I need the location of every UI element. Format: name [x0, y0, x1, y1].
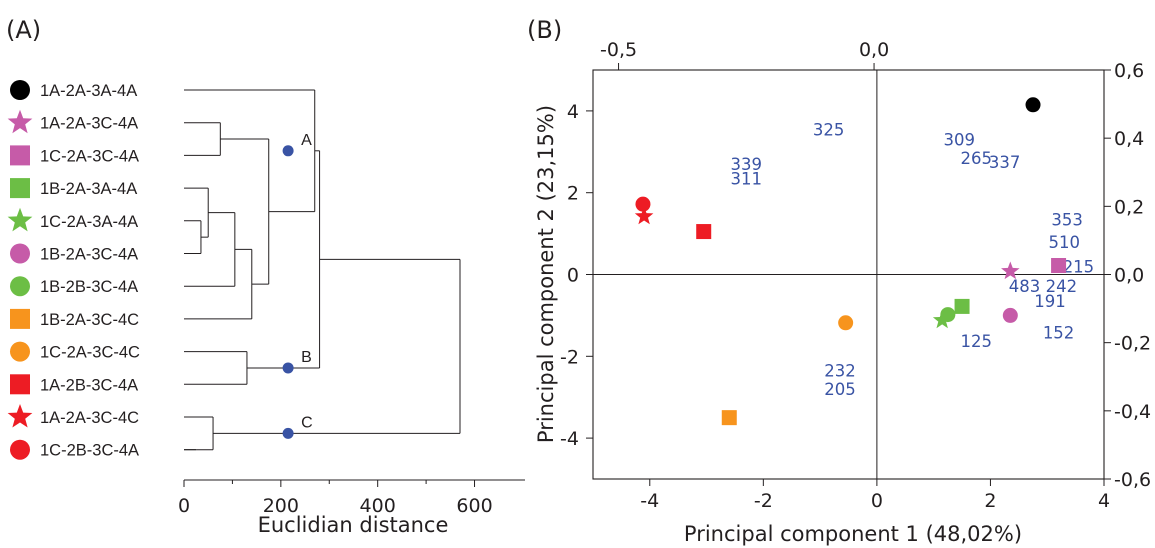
legend-marker-square [10, 178, 30, 199]
left-tick-label: -4 [560, 428, 579, 450]
legend-label: 1B-2A-3C-4C [40, 311, 139, 329]
loading-label: 325 [813, 120, 845, 139]
right-tick-label: 0,6 [1114, 60, 1144, 82]
bottom-tick-label: 4 [1098, 490, 1110, 512]
score-point-circle [940, 307, 956, 323]
cluster-marker [282, 362, 294, 374]
cluster-label: A [301, 132, 312, 149]
right-tick-label: 0,4 [1114, 128, 1144, 150]
score-point-square [1051, 258, 1067, 274]
cluster-label: C [301, 414, 313, 431]
dendrogram-panel: (A) 1A-2A-3A-4A 1A-2A-3C-4A 1C-2A-3C-4A 1B-… [6, 16, 525, 537]
legend-label: 1B-2A-3A-4A [40, 180, 137, 198]
legend-marker-circle [10, 80, 30, 100]
bottom-tick-label: 0 [871, 490, 883, 512]
right-tick-label: 0,0 [1114, 265, 1144, 287]
pca-biplot-panel: (B) -4 -2 0 2 4 -4 -2 0 2 4 -0,5 0,0 0,6 0,4 0,2 0,0 -0,… [527, 16, 1151, 546]
left-tick-label: -2 [560, 346, 579, 368]
loading-label: 152 [1043, 324, 1075, 343]
loading-label: 353 [1051, 210, 1083, 229]
legend-label: 1A-2A-3A-4A [40, 82, 137, 100]
loading-label: 309 [943, 131, 975, 150]
loading-label: 311 [731, 169, 763, 188]
cluster-markers: A B C [282, 132, 313, 439]
right-tick-label: 0,2 [1114, 196, 1144, 218]
legend-label: 1A-2A-3C-4A [40, 115, 138, 133]
legend-label: 1C-2A-3A-4A [40, 213, 138, 231]
score-point-circle [1025, 97, 1041, 113]
pc1-axis-title: Principal component 1 (48,02%) [684, 522, 1022, 546]
legend-marker-star [7, 109, 33, 134]
left-tick-label: 0 [567, 265, 579, 287]
legend-label: 1B-2B-3C-4A [40, 278, 138, 296]
legend-label: 1A-2B-3C-4A [40, 376, 138, 394]
legend-marker-star [7, 207, 33, 232]
x-tick-label: 200 [263, 495, 299, 517]
bottom-tick-label: -2 [754, 490, 773, 512]
right-tick-label: -0,6 [1114, 469, 1151, 491]
legend-label: 1C-2A-3C-4A [40, 147, 139, 165]
legend-label: 1C-2B-3C-4A [40, 442, 139, 460]
right-tick-label: -0,2 [1114, 333, 1151, 355]
left-tick-label: 4 [567, 101, 579, 123]
panel-a-label: (A) [6, 16, 41, 44]
score-point-circle [1002, 307, 1018, 323]
dendrogram-x-ticks: 0 200 400 600 [178, 480, 493, 517]
legend-marker-square [10, 308, 30, 329]
legend-label: 1A-2A-3C-4C [40, 409, 139, 427]
dendrogram-leaf-legend: 1A-2A-3A-4A 1A-2A-3C-4A 1C-2A-3C-4A 1B-2A-3… [7, 80, 140, 460]
legend-label: 1C-2A-3C-4C [40, 344, 140, 362]
left-tick-label: 2 [567, 183, 579, 205]
x-tick-label: 0 [178, 495, 190, 517]
score-point-star [1001, 261, 1020, 280]
top-tick-label: 0,0 [859, 39, 889, 61]
loading-label: 215 [1063, 257, 1095, 276]
loading-label: 337 [989, 153, 1021, 172]
score-point-circle [838, 315, 854, 331]
legend-marker-circle [10, 243, 30, 264]
loading-label: 483 [1009, 277, 1041, 296]
pca-axis-ticks: -4 -2 0 2 4 -4 -2 0 2 4 -0,5 0,0 0,6 0,4 0,2 0,0 -0,2 -0,… [560, 39, 1151, 512]
panel-b-label: (B) [527, 16, 562, 44]
pc2-axis-title: Principal component 2 (23,15%) [534, 105, 558, 443]
loading-label: 191 [1034, 292, 1066, 311]
top-tick-label: -0,5 [600, 39, 637, 61]
score-points [634, 97, 1067, 426]
cluster-marker [282, 145, 294, 157]
cluster-marker [282, 427, 294, 439]
x-tick-label: 400 [360, 495, 396, 517]
score-point-square [954, 298, 970, 314]
dendrogram-tree [184, 89, 461, 451]
loading-label: 242 [1046, 277, 1078, 296]
loading-label: 339 [731, 155, 763, 174]
legend-marker-circle [10, 276, 30, 297]
legend-marker-square [10, 145, 30, 166]
bottom-tick-label: -4 [640, 490, 659, 512]
legend-marker-star [7, 404, 33, 428]
score-point-star [634, 206, 654, 225]
loading-label: 510 [1049, 233, 1081, 252]
legend-label: 1B-2A-3C-4A [40, 246, 138, 264]
bottom-tick-label: 2 [984, 490, 996, 512]
x-tick-label: 600 [456, 495, 492, 517]
right-tick-label: -0,4 [1114, 401, 1151, 423]
loading-label: 265 [961, 149, 993, 168]
cluster-label: B [301, 349, 312, 366]
score-point-circle [635, 196, 651, 212]
loading-label: 125 [961, 332, 993, 351]
legend-marker-circle [10, 341, 30, 362]
dendrogram-x-axis-title: Euclidian distance [258, 513, 449, 537]
loading-label: 205 [824, 380, 856, 399]
score-point-square [696, 224, 712, 240]
legend-marker-circle [10, 439, 30, 460]
loading-label: 232 [824, 362, 856, 381]
score-point-square [721, 410, 737, 426]
legend-marker-square [10, 374, 30, 395]
zero-reference-lines [593, 70, 1104, 479]
